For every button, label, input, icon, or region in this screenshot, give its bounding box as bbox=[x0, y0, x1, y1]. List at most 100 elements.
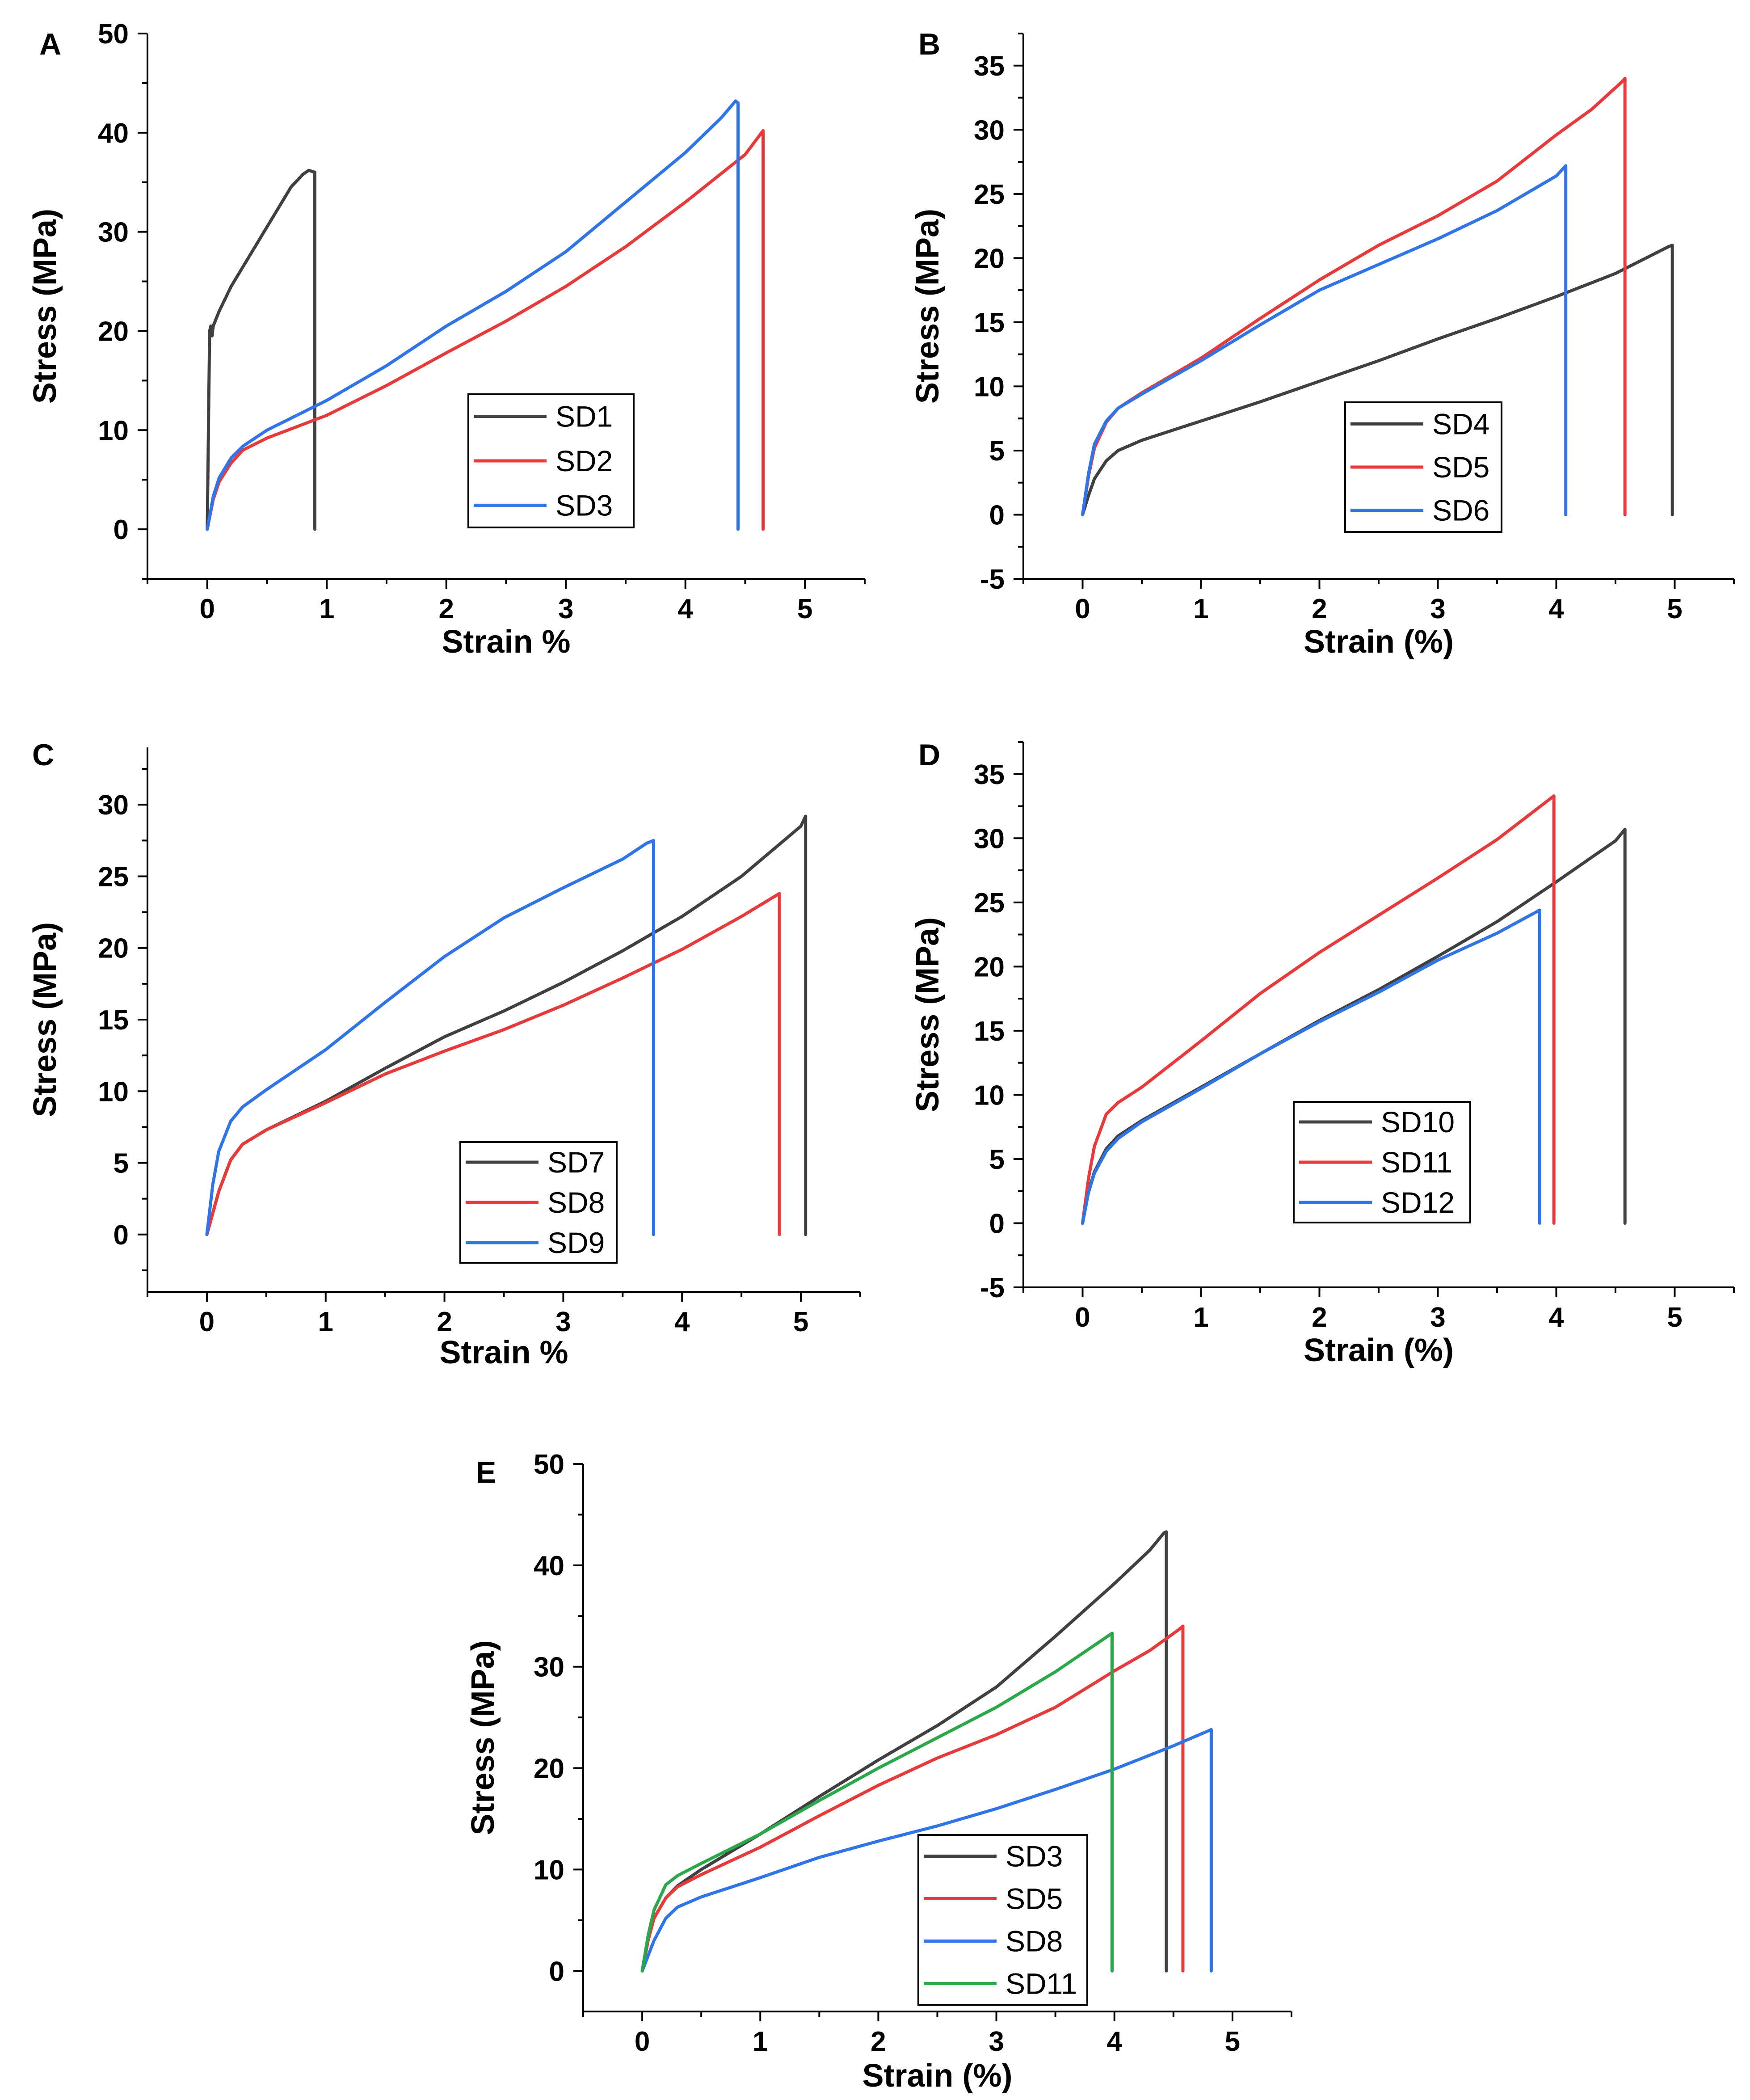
x-tick-label: 1 bbox=[319, 594, 334, 624]
x-tick-label: 3 bbox=[1430, 594, 1445, 624]
y-tick-label: -5 bbox=[980, 564, 1005, 595]
y-axis-title: Stress (MPa) bbox=[27, 209, 63, 404]
y-tick-label: 35 bbox=[974, 51, 1005, 82]
series-line-sd6 bbox=[1081, 164, 1568, 516]
legend-label-sd3: SD3 bbox=[1005, 1840, 1063, 1873]
panel-letter: D bbox=[918, 738, 940, 772]
legend-label-sd5: SD5 bbox=[1432, 451, 1489, 484]
panel-letter: B bbox=[918, 27, 940, 61]
series-line-sd1 bbox=[206, 169, 316, 531]
y-axis-title: Stress (MPa) bbox=[465, 1640, 501, 1835]
x-tick-label: 2 bbox=[439, 594, 454, 624]
y-tick-label: 30 bbox=[98, 790, 129, 821]
y-tick-label: 10 bbox=[974, 1080, 1005, 1111]
x-tick-label: 0 bbox=[1075, 594, 1090, 624]
x-tick-label: 2 bbox=[871, 2026, 886, 2057]
legend: SD4 SD5 SD6 bbox=[1344, 401, 1502, 533]
series-line-sd3 bbox=[206, 99, 740, 531]
y-tick-label: 10 bbox=[974, 371, 1005, 402]
x-tick-label: 3 bbox=[558, 594, 573, 624]
x-tick-label: 1 bbox=[1193, 594, 1208, 624]
x-axis-title: Strain % bbox=[442, 624, 570, 660]
x-tick-label: 3 bbox=[989, 2026, 1004, 2057]
x-tick-label: 5 bbox=[1225, 2026, 1240, 2057]
y-tick-label: 0 bbox=[114, 514, 129, 545]
x-axis-title: Strain (%) bbox=[1304, 624, 1454, 660]
y-tick-label: 25 bbox=[974, 888, 1005, 919]
x-tick-label: 0 bbox=[1075, 1302, 1090, 1333]
series-line-sd5 bbox=[640, 1624, 1185, 1973]
series-line-sd8 bbox=[640, 1728, 1213, 1973]
y-tick-label: 10 bbox=[534, 1855, 564, 1885]
y-tick-label: -5 bbox=[980, 1273, 1005, 1303]
series-line-sd2 bbox=[206, 129, 765, 531]
panel-letter: A bbox=[39, 27, 61, 61]
y-tick-label: 0 bbox=[989, 1208, 1005, 1239]
y-tick-label: 30 bbox=[974, 823, 1005, 854]
y-tick-label: 20 bbox=[98, 316, 129, 347]
x-tick-label: 0 bbox=[199, 1307, 215, 1337]
legend-label-sd9: SD9 bbox=[547, 1226, 605, 1259]
y-tick-label: 10 bbox=[98, 415, 129, 446]
y-tick-label: 0 bbox=[114, 1220, 129, 1251]
legend-label-sd5: SD5 bbox=[1005, 1882, 1063, 1915]
y-tick-label: 50 bbox=[534, 1449, 564, 1480]
y-tick-label: 20 bbox=[534, 1754, 564, 1784]
y-tick-label: 35 bbox=[974, 759, 1005, 790]
legend-label-sd8: SD8 bbox=[547, 1186, 605, 1219]
legend-label-sd2: SD2 bbox=[555, 444, 613, 477]
x-tick-label: 5 bbox=[797, 594, 812, 624]
x-axis-title: Strain (%) bbox=[862, 2058, 1012, 2094]
y-tick-label: 40 bbox=[534, 1551, 564, 1581]
legend-label-sd7: SD7 bbox=[547, 1146, 605, 1179]
panel-B: B 0 1 2 3 4 5 -5 0 5 10 15 20 25 30 35 Strain (%) Stress … bbox=[910, 27, 1735, 660]
y-tick-label: 15 bbox=[974, 308, 1005, 338]
series-line-sd9 bbox=[205, 839, 655, 1236]
y-axis-title: Stress (MPa) bbox=[910, 209, 946, 404]
y-tick-label: 20 bbox=[974, 243, 1005, 274]
series-line-sd4 bbox=[1081, 244, 1674, 516]
y-tick-label: 30 bbox=[974, 115, 1005, 146]
y-tick-label: 25 bbox=[98, 861, 129, 892]
x-tick-label: 3 bbox=[555, 1307, 571, 1337]
panel-letter: E bbox=[476, 1455, 496, 1489]
legend-label-sd1: SD1 bbox=[555, 400, 613, 433]
x-tick-label: 1 bbox=[753, 2026, 768, 2057]
series-line-sd12 bbox=[1081, 908, 1541, 1225]
legend-box bbox=[917, 1834, 1088, 2006]
x-axis-title: Strain % bbox=[439, 1335, 568, 1370]
y-tick-label: 30 bbox=[98, 217, 129, 248]
x-tick-label: 5 bbox=[1667, 594, 1682, 624]
x-tick-label: 4 bbox=[1107, 2026, 1123, 2057]
y-tick-label: 30 bbox=[534, 1652, 564, 1683]
legend: SD7 SD8 SD9 bbox=[459, 1141, 618, 1264]
y-tick-label: 5 bbox=[989, 436, 1005, 467]
legend-label-sd6: SD6 bbox=[1432, 494, 1489, 527]
y-tick-label: 20 bbox=[974, 952, 1005, 983]
legend-label-sd10: SD10 bbox=[1381, 1105, 1455, 1139]
panel-letter: C bbox=[32, 738, 54, 772]
y-tick-label: 5 bbox=[989, 1144, 1005, 1175]
x-tick-label: 4 bbox=[1548, 594, 1564, 624]
y-tick-label: 15 bbox=[974, 1016, 1005, 1047]
x-tick-label: 4 bbox=[678, 594, 694, 624]
x-tick-label: 5 bbox=[793, 1307, 808, 1337]
x-axis-title: Strain (%) bbox=[1304, 1333, 1454, 1368]
y-tick-label: 15 bbox=[98, 1005, 129, 1036]
legend-label-sd3: SD3 bbox=[555, 489, 613, 522]
y-tick-label: 0 bbox=[989, 500, 1005, 531]
y-tick-label: 10 bbox=[98, 1076, 129, 1107]
y-tick-label: 5 bbox=[114, 1148, 129, 1179]
x-tick-label: 1 bbox=[1193, 1302, 1208, 1333]
y-tick-label: 50 bbox=[98, 19, 129, 50]
series-line-sd8 bbox=[205, 892, 781, 1236]
x-tick-label: 4 bbox=[674, 1307, 690, 1337]
x-tick-label: 2 bbox=[1312, 1302, 1327, 1333]
x-tick-label: 2 bbox=[1312, 594, 1327, 624]
y-axis-title: Stress (MPa) bbox=[27, 922, 63, 1117]
x-tick-label: 1 bbox=[318, 1307, 333, 1337]
series-line-sd11 bbox=[640, 1632, 1114, 1973]
